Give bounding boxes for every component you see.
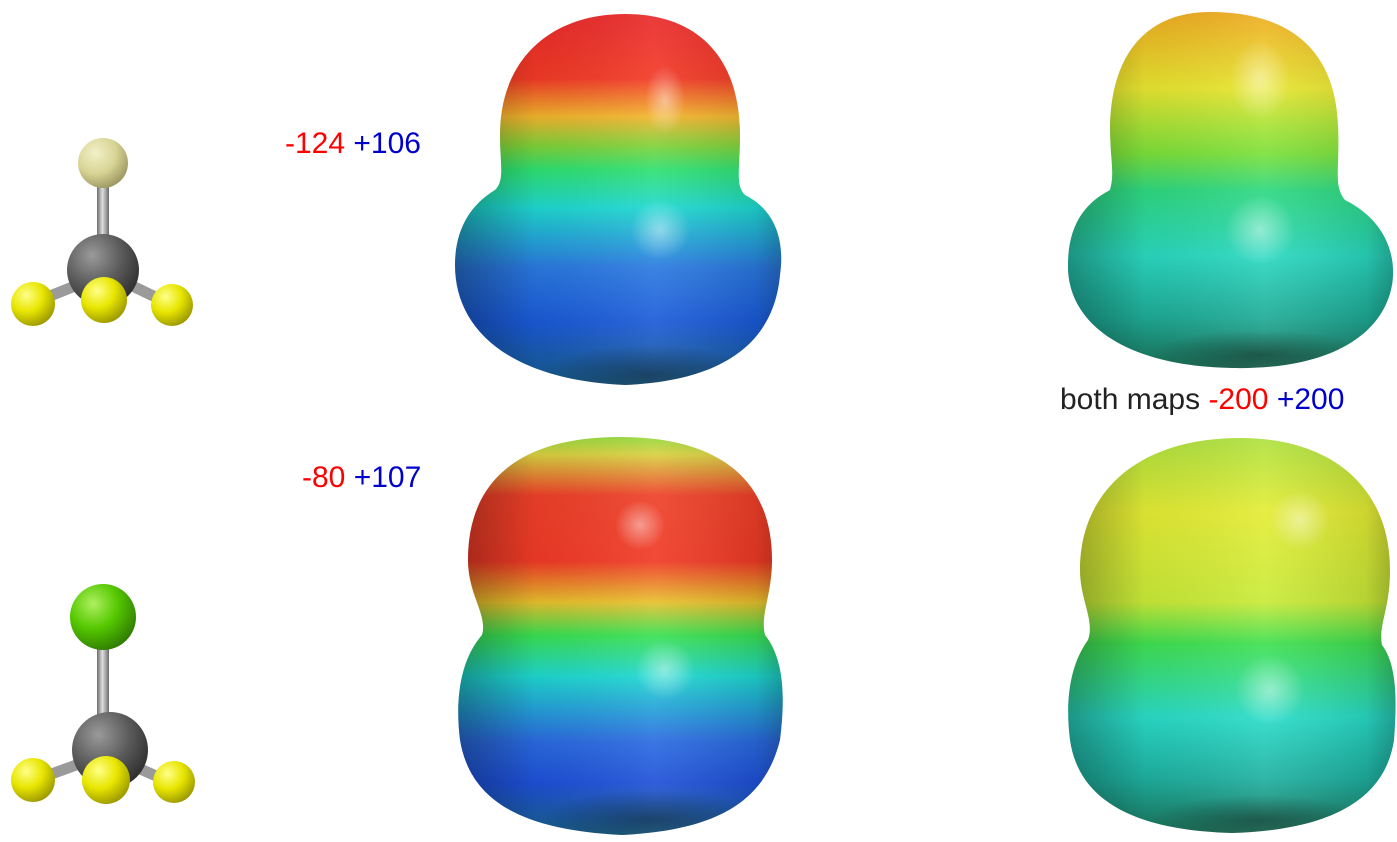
halogen-atom — [70, 584, 136, 650]
potential-map-bottom-common-scale — [1068, 438, 1396, 833]
common-scale-caption: both maps -200 +200 — [1060, 383, 1344, 417]
fluorine-atom — [151, 284, 193, 326]
fluorine-atom — [11, 758, 55, 802]
fluorine-atom — [82, 756, 130, 804]
range-max-value: +107 — [353, 461, 422, 494]
range-min-value: -80 — [302, 461, 346, 494]
fluorine-atom — [153, 761, 195, 803]
caption-range-max: +200 — [1276, 383, 1345, 416]
fluorine-atom — [81, 277, 127, 323]
range-min-value: -124 — [285, 127, 346, 160]
potential-map-bottom-scaled — [458, 437, 783, 835]
caption-prefix: both maps — [1060, 383, 1201, 416]
potential-map-top-common-scale — [1067, 12, 1394, 369]
range-max-value: +106 — [353, 127, 421, 160]
molecule-model-top — [11, 138, 193, 326]
fluorine-atom — [11, 282, 55, 326]
halogen-atom — [78, 138, 128, 188]
bond — [97, 630, 109, 725]
range-label-top: -124 +106 — [285, 127, 421, 161]
potential-map-top-scaled — [455, 14, 782, 385]
range-label-bottom: -80 +107 — [302, 461, 421, 495]
caption-range-min: -200 — [1208, 383, 1269, 416]
molecule-model-bottom — [11, 584, 195, 804]
